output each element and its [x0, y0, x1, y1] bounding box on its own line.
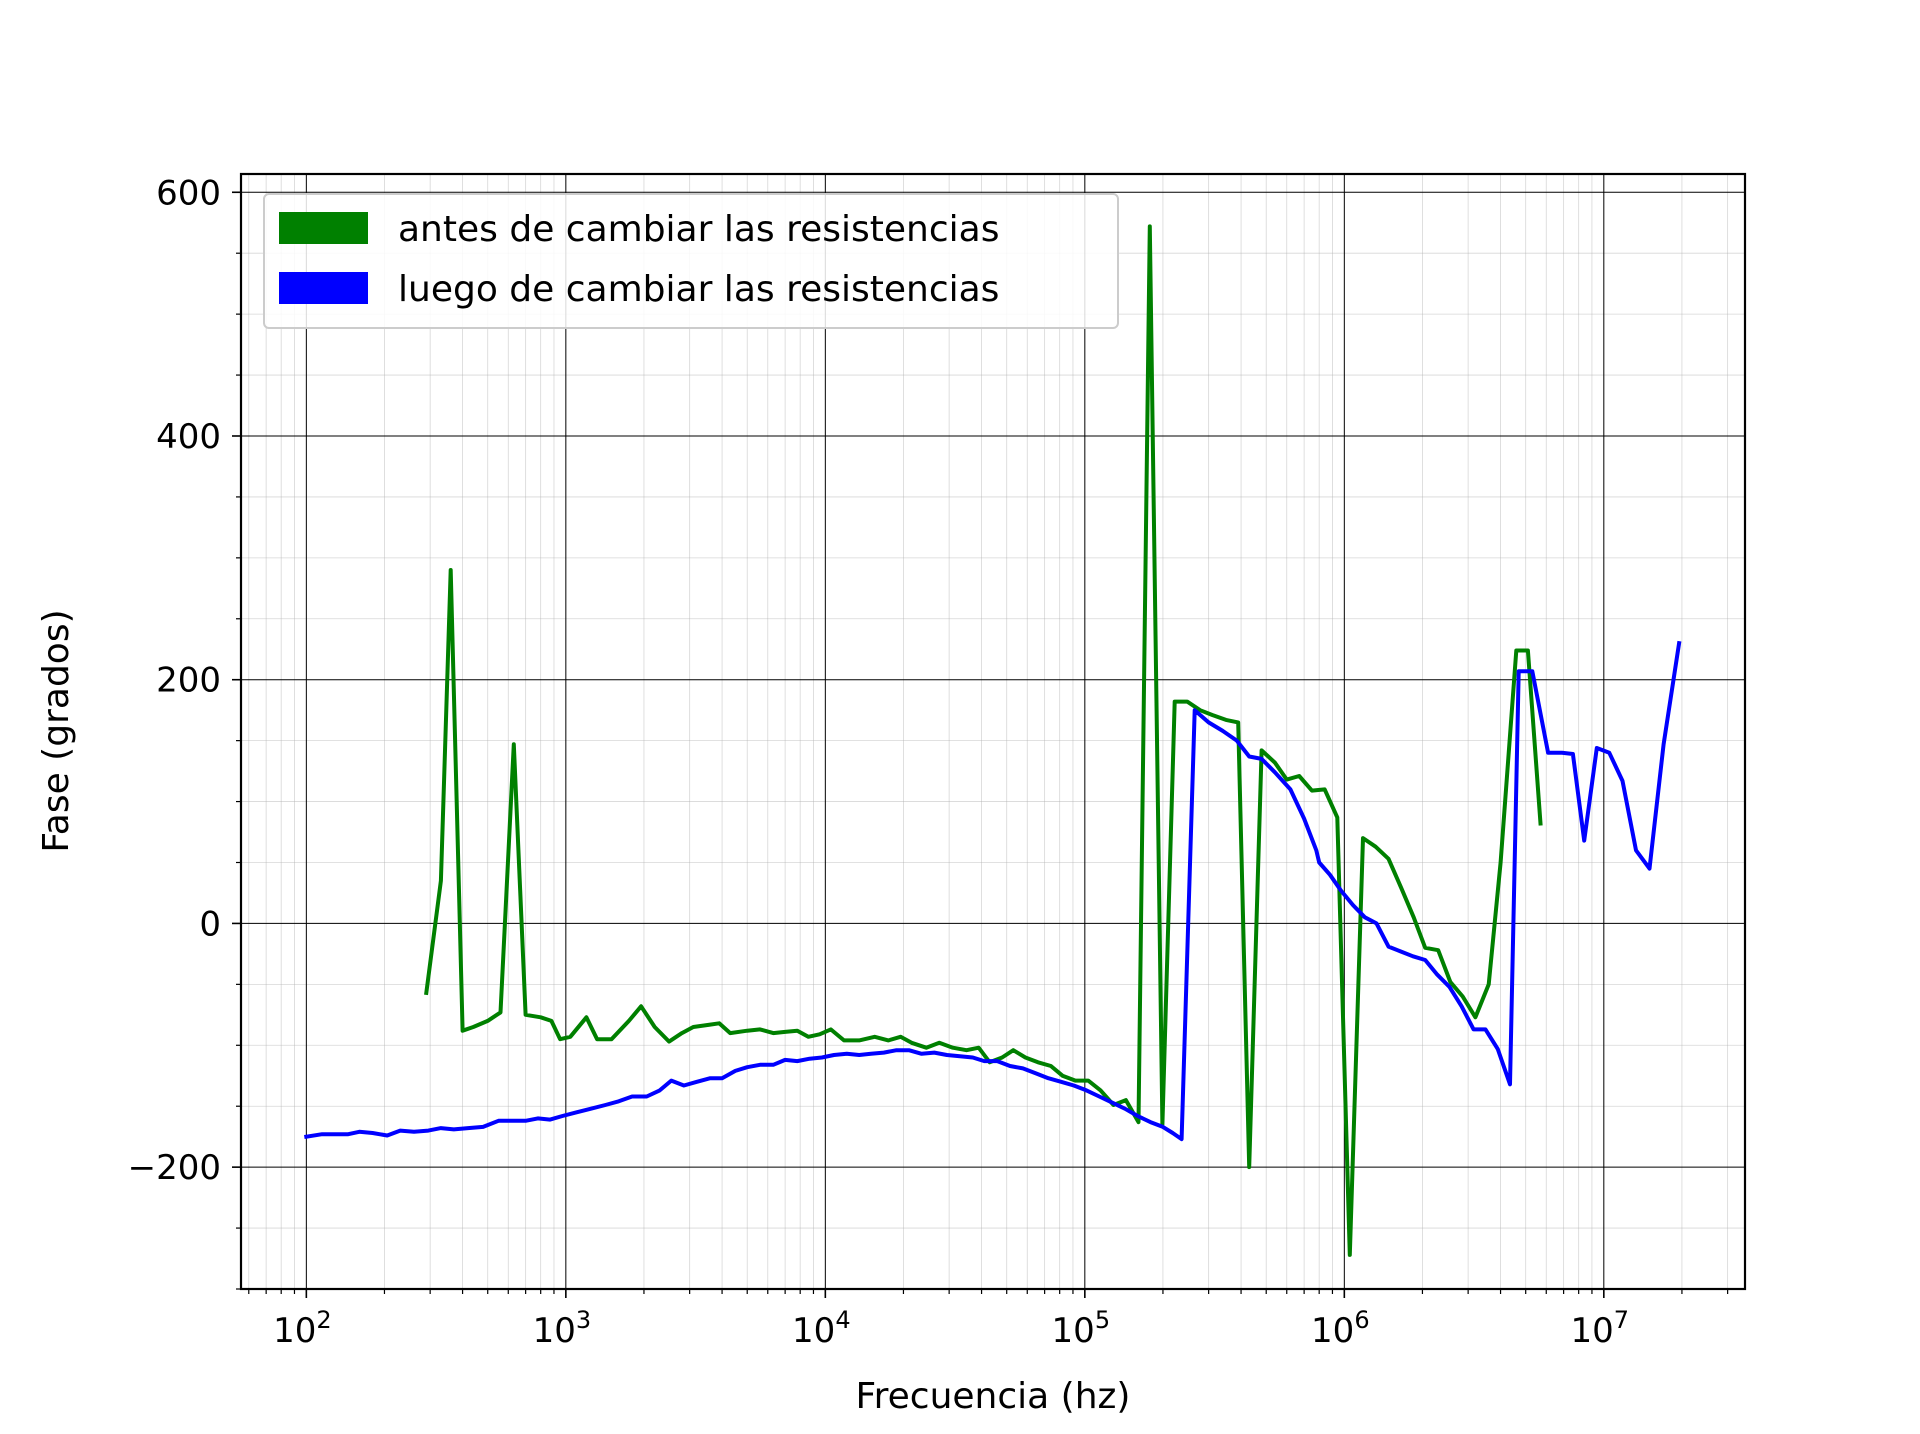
legend-frame: [263, 193, 1119, 329]
series-lines: [304, 224, 1682, 1257]
legend-swatch-luego: [279, 272, 368, 304]
axis-ticks: [232, 191, 1729, 1298]
legend-swatch-antes: [279, 212, 368, 244]
x-tick-label: 102: [273, 1306, 332, 1351]
y-tick-label: 400: [156, 417, 221, 457]
y-tick-label: −200: [128, 1148, 221, 1188]
legend-label-antes: antes de cambiar las resistencias: [398, 209, 1000, 250]
series-line-luego: [304, 640, 1682, 1142]
x-tick-label: 106: [1311, 1306, 1370, 1351]
y-tick-label: 600: [156, 173, 221, 213]
x-tick-label: 103: [533, 1306, 592, 1351]
x-tick-label: 104: [792, 1306, 851, 1351]
plot-area-background: [241, 174, 1745, 1289]
y-tick-label: 200: [156, 661, 221, 701]
y-tick-label: 0: [199, 904, 221, 944]
x-axis-label: Frecuencia (hz): [856, 1376, 1131, 1417]
legend: antes de cambiar las resistencias luego …: [263, 193, 1119, 329]
major-grid: [241, 174, 1745, 1289]
x-tick-label: 105: [1052, 1306, 1111, 1351]
x-tick-label: 107: [1571, 1306, 1630, 1351]
y-axis-label: Fase (grados): [36, 609, 77, 852]
minor-grid: [241, 174, 1745, 1290]
legend-label-luego: luego de cambiar las resistencias: [398, 269, 999, 310]
tick-labels: 102 103 104 105 106 107 600 400 200 0 −200: [128, 173, 1629, 1351]
plot-frame: [239, 172, 1747, 1291]
